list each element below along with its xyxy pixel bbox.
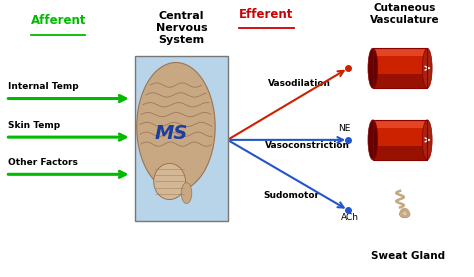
FancyBboxPatch shape — [373, 48, 427, 56]
Text: Sweat Gland: Sweat Gland — [371, 251, 445, 261]
Ellipse shape — [181, 183, 192, 204]
Text: Skin Temp: Skin Temp — [8, 121, 60, 130]
Ellipse shape — [368, 48, 378, 88]
FancyBboxPatch shape — [373, 74, 427, 88]
Text: Sudomotor: Sudomotor — [263, 191, 319, 199]
Text: Cutaneous
Vasculature: Cutaneous Vasculature — [370, 3, 439, 25]
FancyBboxPatch shape — [373, 120, 427, 160]
FancyBboxPatch shape — [373, 48, 427, 88]
FancyBboxPatch shape — [373, 146, 427, 160]
FancyBboxPatch shape — [373, 120, 427, 128]
Ellipse shape — [137, 63, 215, 191]
Text: Vasoconstriction: Vasoconstriction — [265, 141, 350, 150]
Ellipse shape — [154, 163, 185, 199]
Text: NE: NE — [338, 124, 351, 133]
Ellipse shape — [400, 211, 410, 218]
Ellipse shape — [422, 120, 432, 160]
Ellipse shape — [422, 48, 432, 88]
Text: Other Factors: Other Factors — [8, 158, 78, 167]
Text: MS: MS — [155, 124, 188, 143]
Text: Internal Temp: Internal Temp — [8, 83, 78, 91]
Text: Vasodilation: Vasodilation — [268, 79, 331, 88]
Text: Central
Nervous
System: Central Nervous System — [155, 11, 207, 45]
Text: Efferent: Efferent — [239, 7, 294, 20]
FancyBboxPatch shape — [136, 56, 228, 221]
Text: ACh: ACh — [341, 212, 359, 222]
Ellipse shape — [368, 120, 378, 160]
Text: Afferent: Afferent — [31, 14, 87, 27]
